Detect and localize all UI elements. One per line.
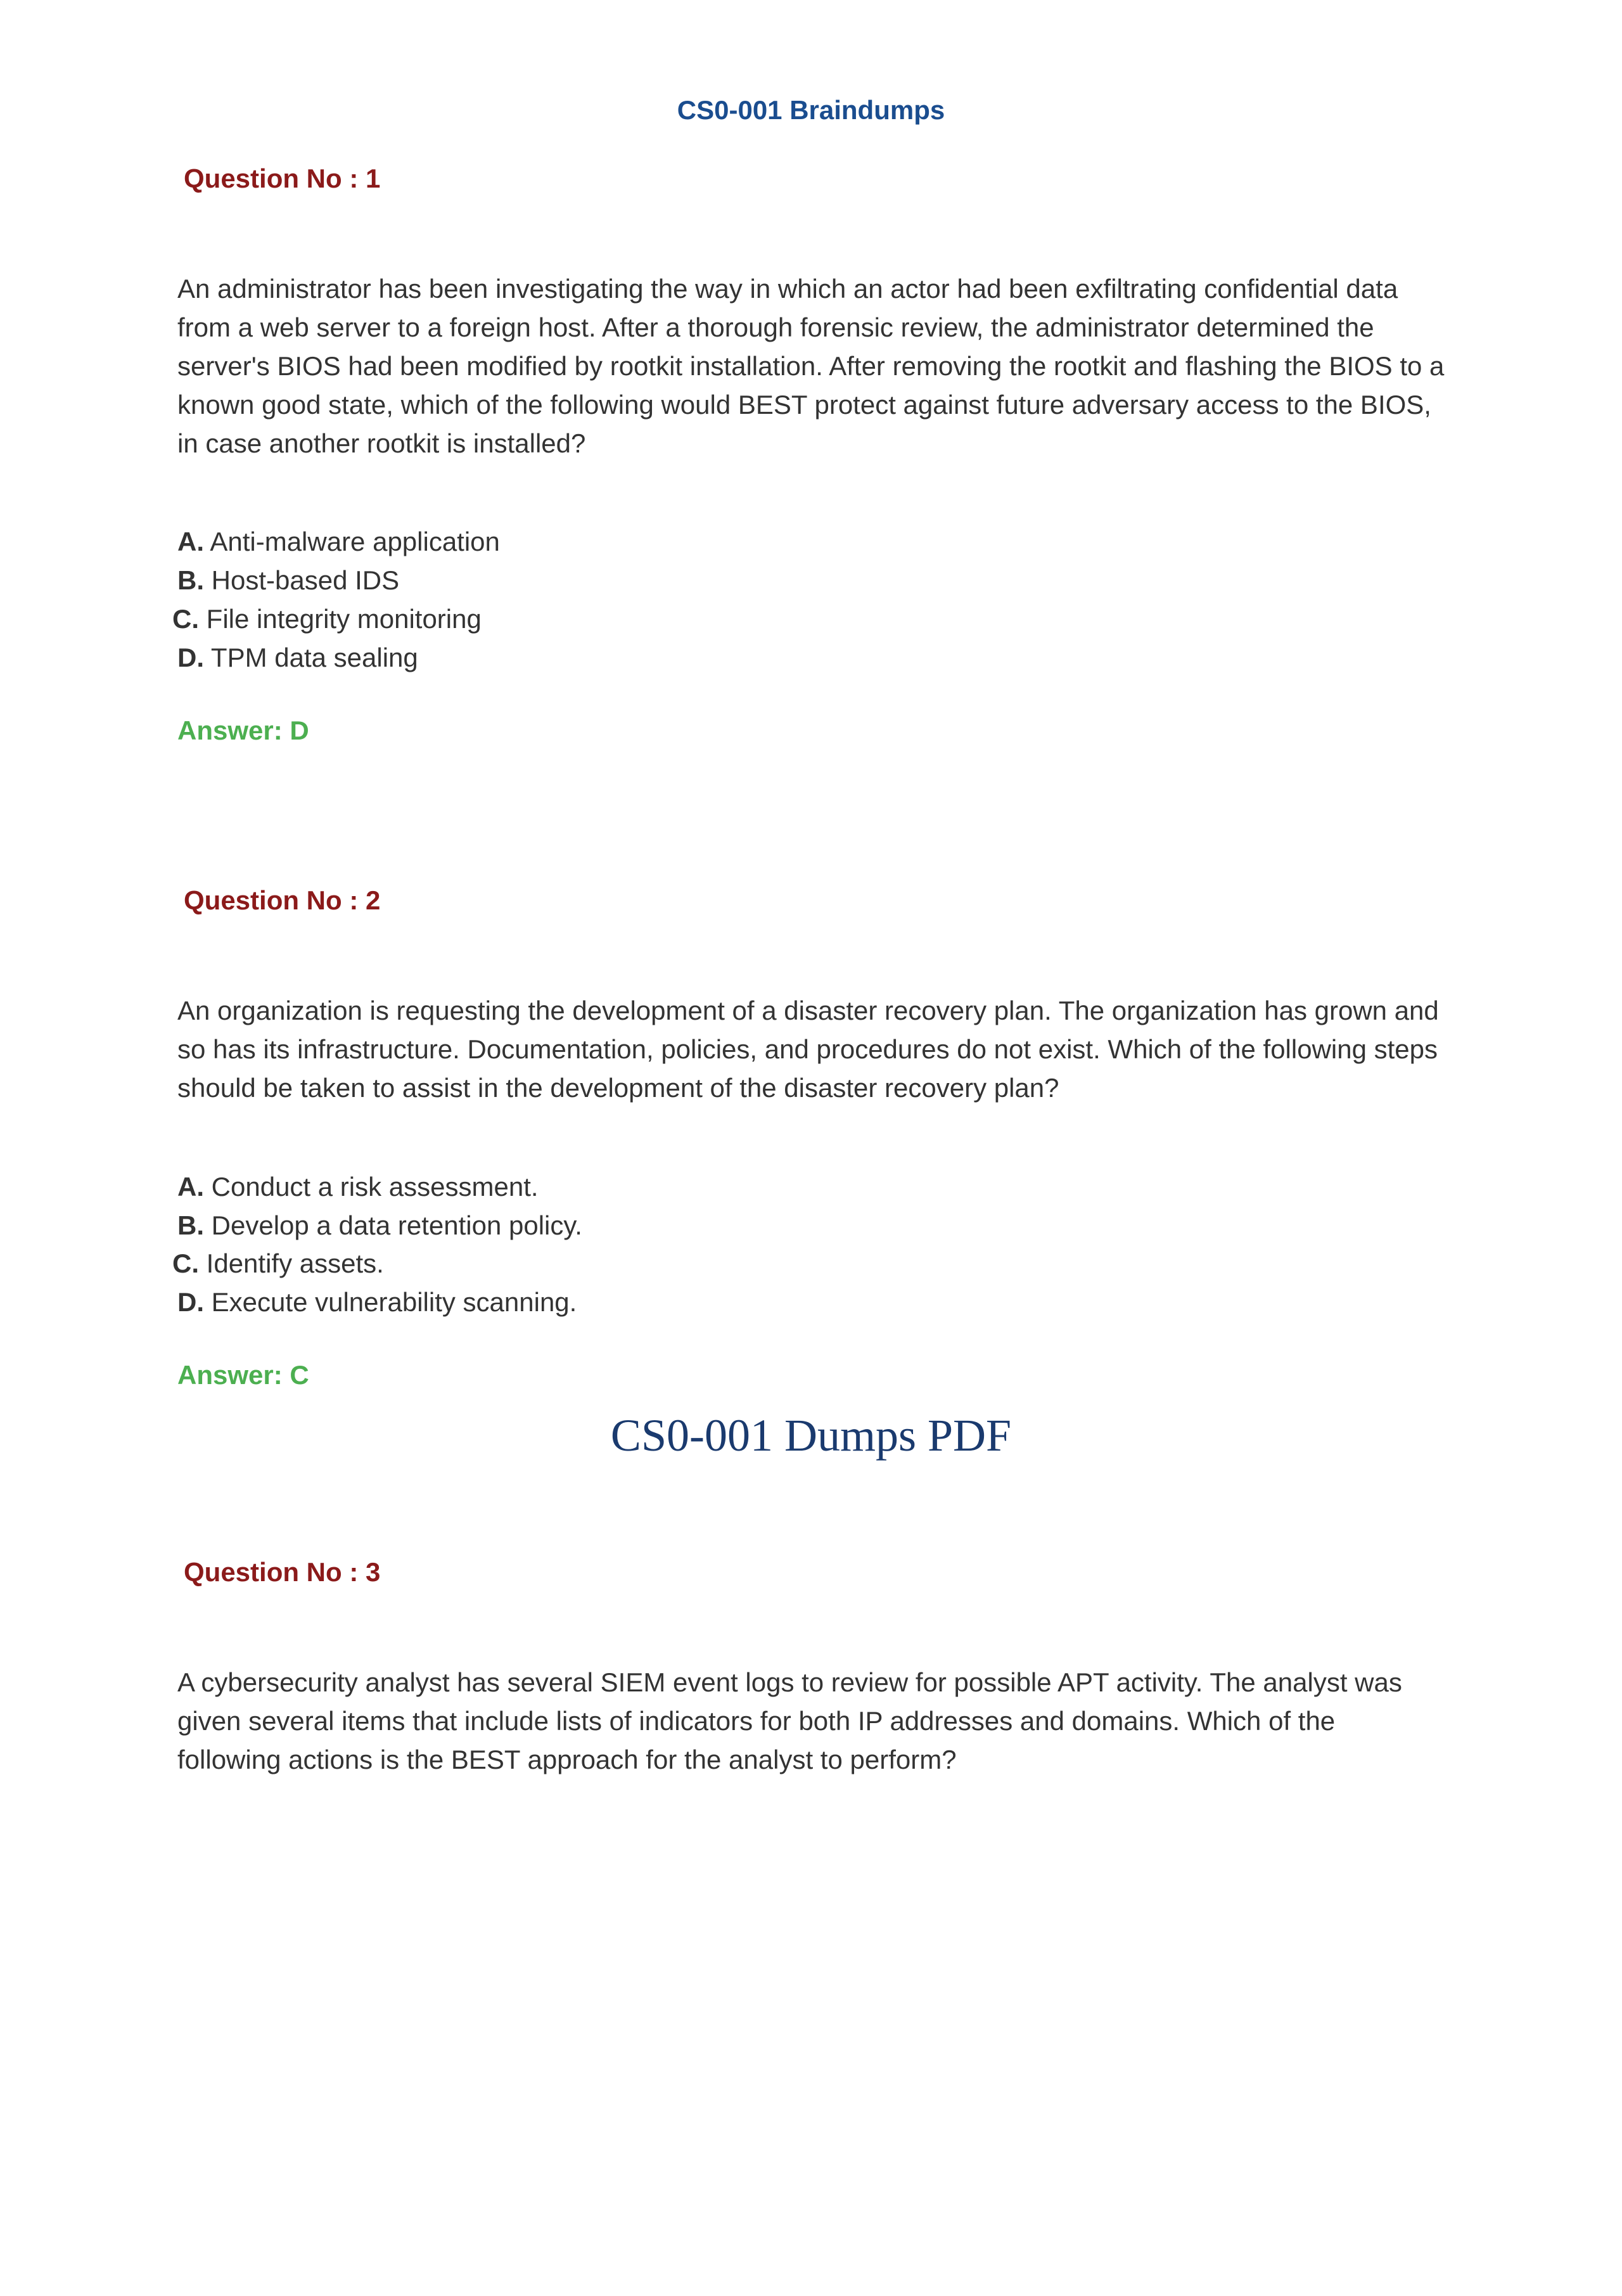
options-list-2: A. Conduct a risk assessment. B. Develop…: [177, 1168, 1445, 1323]
option-2d: D. Execute vulnerability scanning.: [177, 1283, 1445, 1322]
page-title: CS0-001 Braindumps: [177, 95, 1445, 125]
question-number-3: Question No : 3: [184, 1557, 1445, 1587]
watermark-title: CS0-001 Dumps PDF: [177, 1409, 1445, 1462]
question-text-3: A cybersecurity analyst has several SIEM…: [177, 1664, 1445, 1780]
question-text-2: An organization is requesting the develo…: [177, 992, 1445, 1108]
option-text: File integrity monitoring: [199, 604, 482, 634]
option-letter: A.: [177, 1172, 204, 1202]
option-letter: B.: [177, 1210, 204, 1240]
question-block-2: Question No : 2 An organization is reque…: [177, 885, 1445, 1390]
option-letter: A.: [177, 527, 204, 556]
option-text: Conduct a risk assessment.: [204, 1172, 539, 1202]
question-number-1: Question No : 1: [184, 164, 1445, 194]
answer-1: Answer: D: [177, 715, 1445, 746]
option-1d: D. TPM data sealing: [177, 639, 1445, 677]
option-2b: B. Develop a data retention policy.: [177, 1207, 1445, 1245]
option-text: Anti-malware application: [204, 527, 500, 556]
option-1c: C. File integrity monitoring: [172, 600, 1445, 639]
option-letter: C.: [172, 604, 199, 634]
question-text-1: An administrator has been investigating …: [177, 270, 1445, 463]
question-number-2: Question No : 2: [184, 885, 1445, 916]
options-list-1: A. Anti-malware application B. Host-base…: [177, 523, 1445, 677]
option-text: Execute vulnerability scanning.: [204, 1287, 577, 1317]
option-text: Host-based IDS: [204, 565, 399, 595]
option-2c: C. Identify assets.: [172, 1245, 1445, 1283]
option-text: Identify assets.: [199, 1248, 384, 1278]
option-1b: B. Host-based IDS: [177, 561, 1445, 600]
question-block-1: Question No : 1 An administrator has bee…: [177, 164, 1445, 746]
option-1a: A. Anti-malware application: [177, 523, 1445, 561]
option-letter: D.: [177, 643, 204, 672]
option-2a: A. Conduct a risk assessment.: [177, 1168, 1445, 1207]
option-letter: B.: [177, 565, 204, 595]
answer-2: Answer: C: [177, 1360, 1445, 1390]
question-block-3: Question No : 3 A cybersecurity analyst …: [177, 1557, 1445, 1780]
option-letter: C.: [172, 1248, 199, 1278]
option-text: Develop a data retention policy.: [204, 1210, 582, 1240]
option-letter: D.: [177, 1287, 204, 1317]
option-text: TPM data sealing: [204, 643, 418, 672]
